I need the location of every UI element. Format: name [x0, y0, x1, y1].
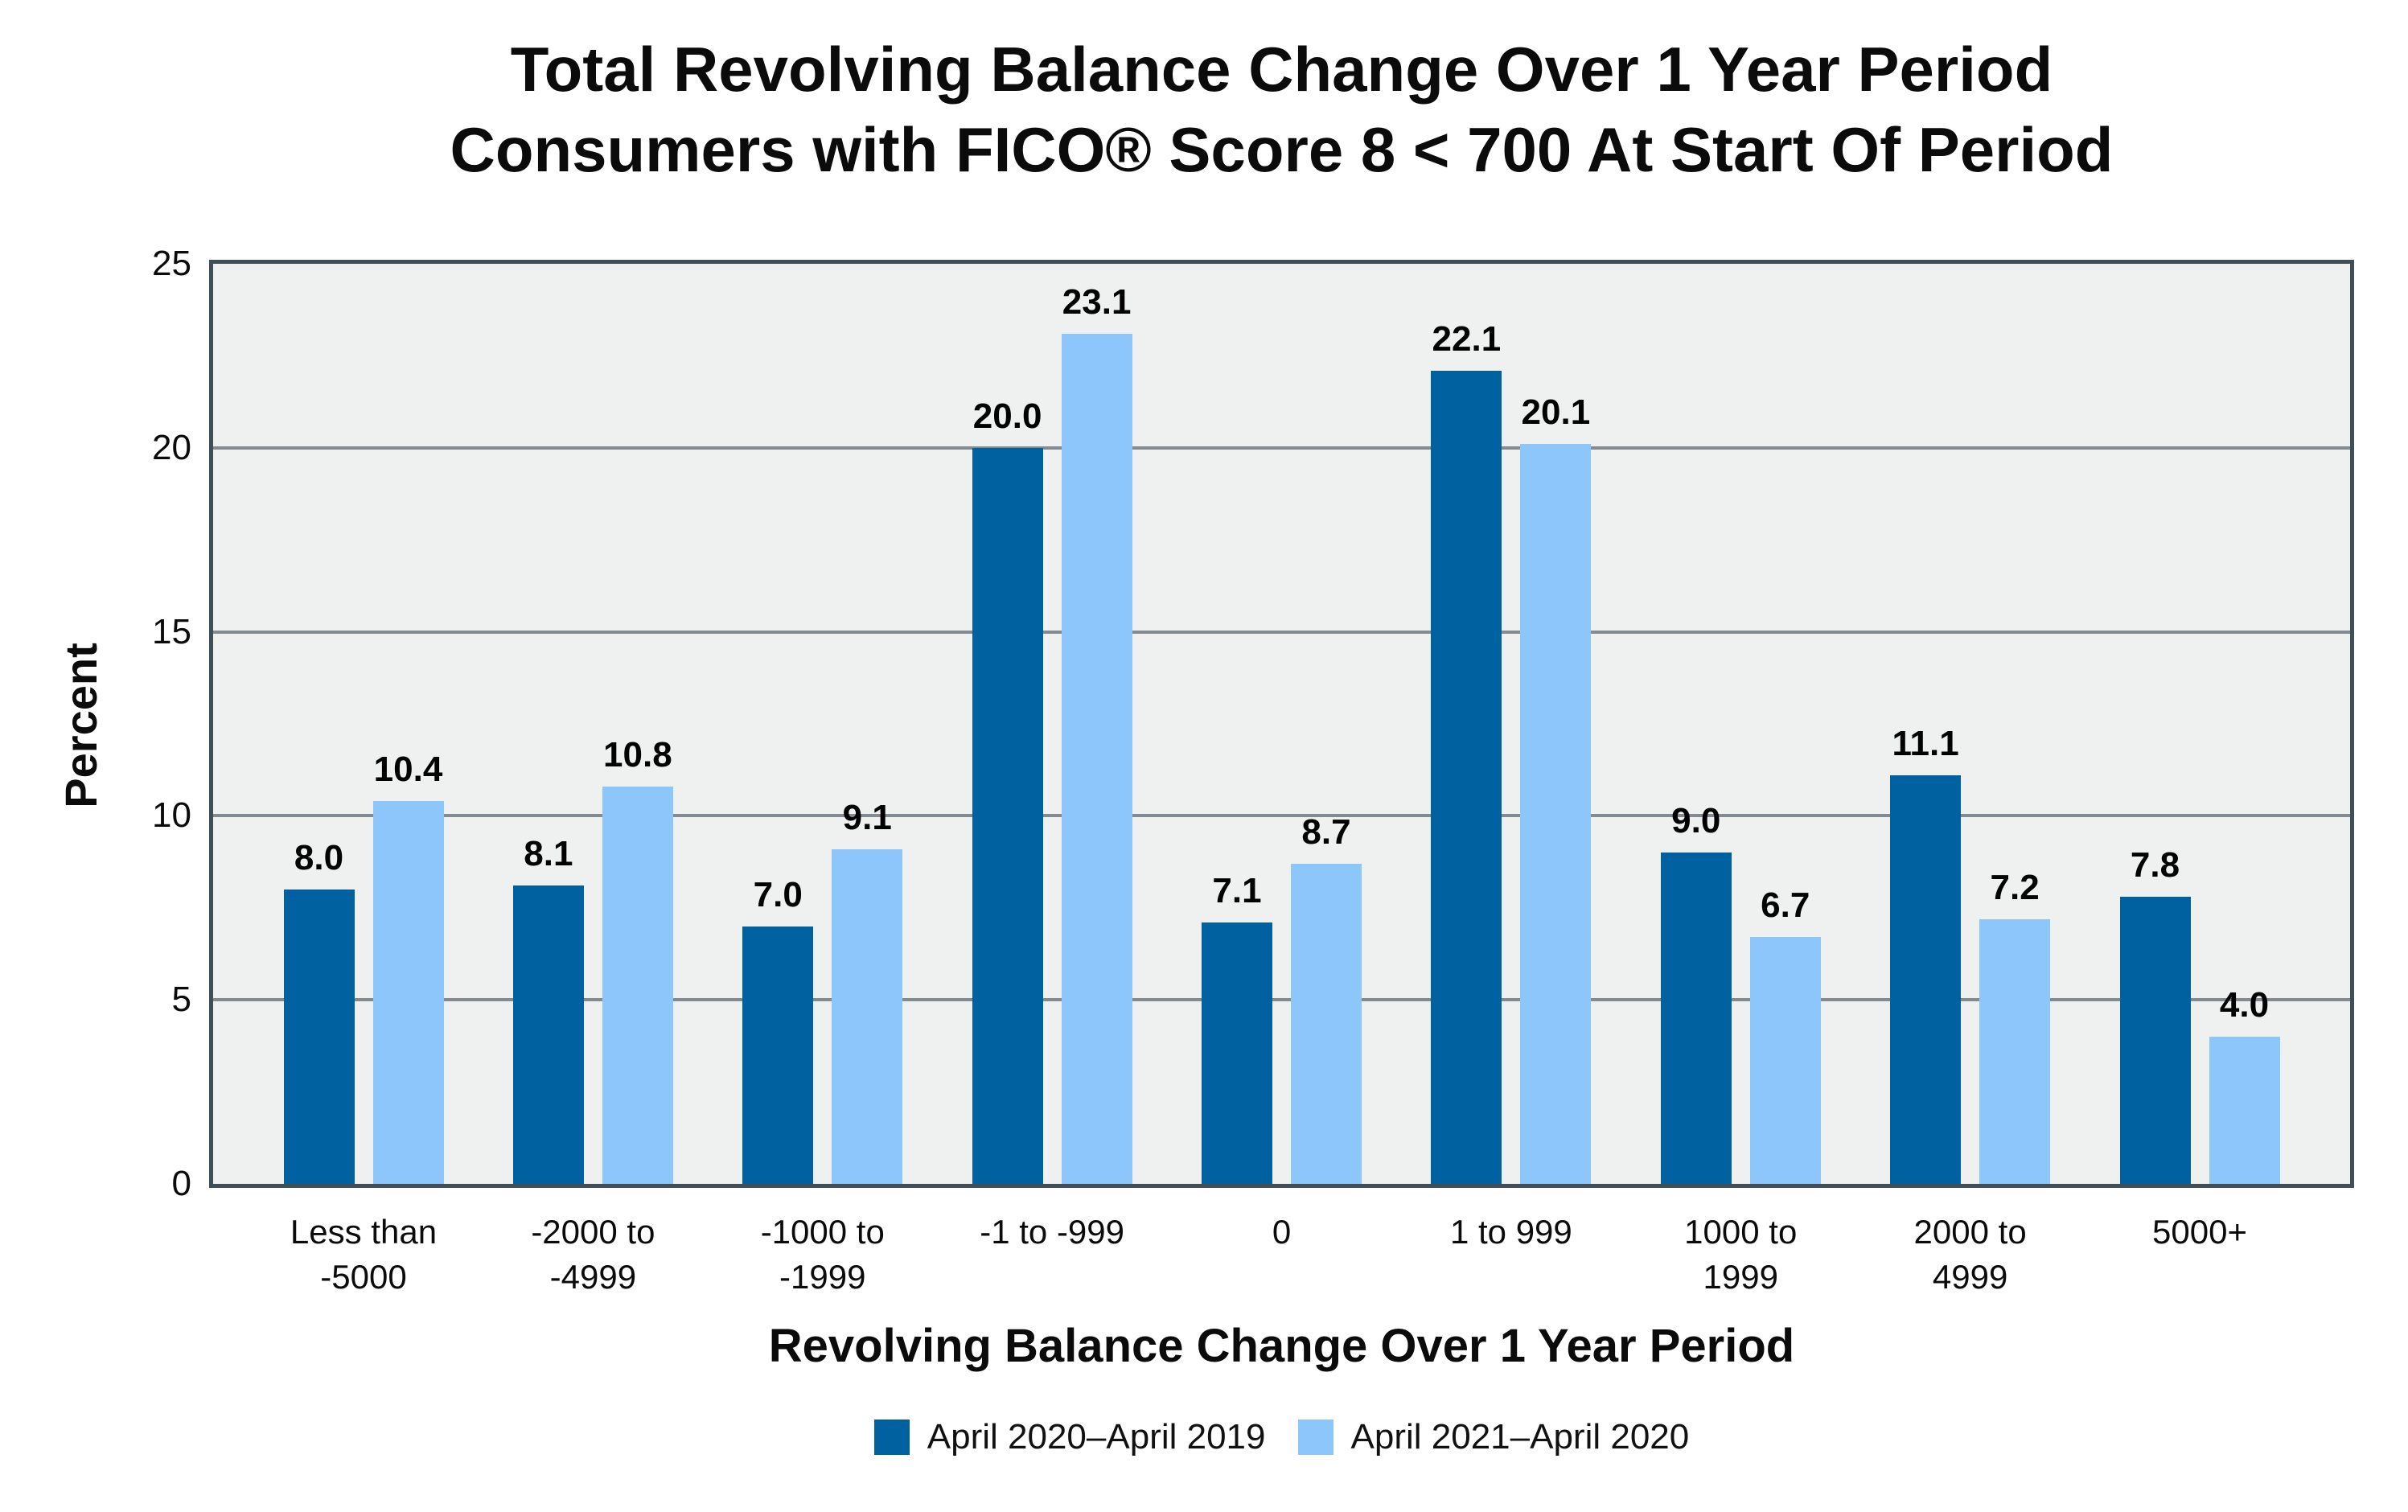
y-tick-label: 25 [152, 244, 191, 283]
bar-value-label: 9.0 [1671, 801, 1721, 841]
gridline [213, 814, 2350, 818]
x-tick-label: 5000+ [2152, 1213, 2247, 1251]
bar [2119, 897, 2191, 1184]
bar [1749, 937, 1821, 1184]
bar-value-label: 4.0 [2219, 984, 2270, 1025]
chart-title: Total Revolving Balance Change Over 1 Ye… [213, 29, 2350, 190]
bar [602, 786, 673, 1184]
x-tick-label: 1 to 999 [1449, 1213, 1572, 1251]
bar [512, 885, 584, 1184]
bar [1202, 922, 1272, 1184]
bar [283, 889, 355, 1184]
bar-value-label: 20.0 [972, 396, 1042, 436]
legend-label: April 2020–April 2019 [927, 1417, 1266, 1457]
gridline [213, 630, 2350, 634]
bar [742, 926, 814, 1184]
bar [1890, 775, 1962, 1184]
y-tick-label: 5 [171, 980, 191, 1020]
x-tick-label: -1 to -999 [980, 1213, 1125, 1251]
gridline [213, 998, 2350, 1002]
x-tick-label: Less than -5000 [290, 1213, 438, 1296]
chart-title-line2: Consumers with FICO® Score 8 < 700 At St… [450, 114, 2114, 185]
x-axis-title: Revolving Balance Change Over 1 Year Per… [768, 1320, 1795, 1372]
bar [1291, 863, 1362, 1184]
gridline [213, 446, 2350, 450]
x-tick-label: -2000 to -4999 [531, 1213, 655, 1296]
legend-item: April 2021–April 2020 [1297, 1417, 1690, 1457]
x-tick-label: 0 [1272, 1213, 1292, 1251]
y-tick-label: 15 [152, 611, 191, 651]
x-tick-label: 1000 to 1999 [1684, 1213, 1798, 1296]
x-tick-label: -1000 to -1999 [760, 1213, 885, 1296]
y-tick-label: 10 [152, 795, 191, 836]
legend: April 2020–April 2019 April 2021–April 20… [213, 1417, 2350, 1457]
bar-value-label: 8.7 [1301, 811, 1351, 852]
bar-value-label: 8.0 [294, 837, 344, 877]
bar-value-label: 10.8 [603, 734, 672, 774]
chart-title-line1: Total Revolving Balance Change Over 1 Ye… [510, 34, 2053, 105]
bar-value-label: 7.8 [2130, 845, 2180, 885]
bar-value-label: 10.4 [373, 750, 443, 790]
bar [372, 801, 444, 1184]
legend-swatch [873, 1420, 910, 1455]
legend-swatch [1297, 1420, 1333, 1455]
bar [832, 848, 903, 1184]
legend-label: April 2021–April 2020 [1350, 1417, 1690, 1457]
bar-value-label: 22.1 [1432, 318, 1502, 359]
bar [1660, 853, 1732, 1184]
bar [1520, 444, 1592, 1184]
x-tick-label: 2000 to 4999 [1913, 1213, 2027, 1296]
bar [972, 447, 1043, 1184]
bar-value-label: 9.1 [842, 797, 892, 837]
bar [2209, 1036, 2280, 1184]
bar-value-label: 20.1 [1521, 392, 1591, 433]
bar [1061, 333, 1132, 1184]
bar [1431, 370, 1502, 1184]
bar-value-label: 7.0 [753, 874, 803, 914]
bar-value-label: 8.1 [524, 834, 573, 874]
legend-item: April 2020–April 2019 [873, 1417, 1266, 1457]
y-tick-label: 20 [152, 427, 191, 467]
bar-value-label: 23.1 [1062, 281, 1132, 322]
plot-area: 8.0 8.1 7.0 20.0 7.1 22.1 9.0 11.1 7.8 10.4 10.8 9.… [209, 260, 2354, 1188]
bar [1979, 918, 2051, 1184]
y-tick-label: 0 [171, 1164, 191, 1203]
bar-value-label: 11.1 [1892, 724, 1959, 764]
bar-value-label: 7.1 [1212, 871, 1262, 911]
bar-value-label: 7.2 [1990, 867, 2040, 907]
bar-value-label: 6.7 [1761, 885, 1810, 926]
